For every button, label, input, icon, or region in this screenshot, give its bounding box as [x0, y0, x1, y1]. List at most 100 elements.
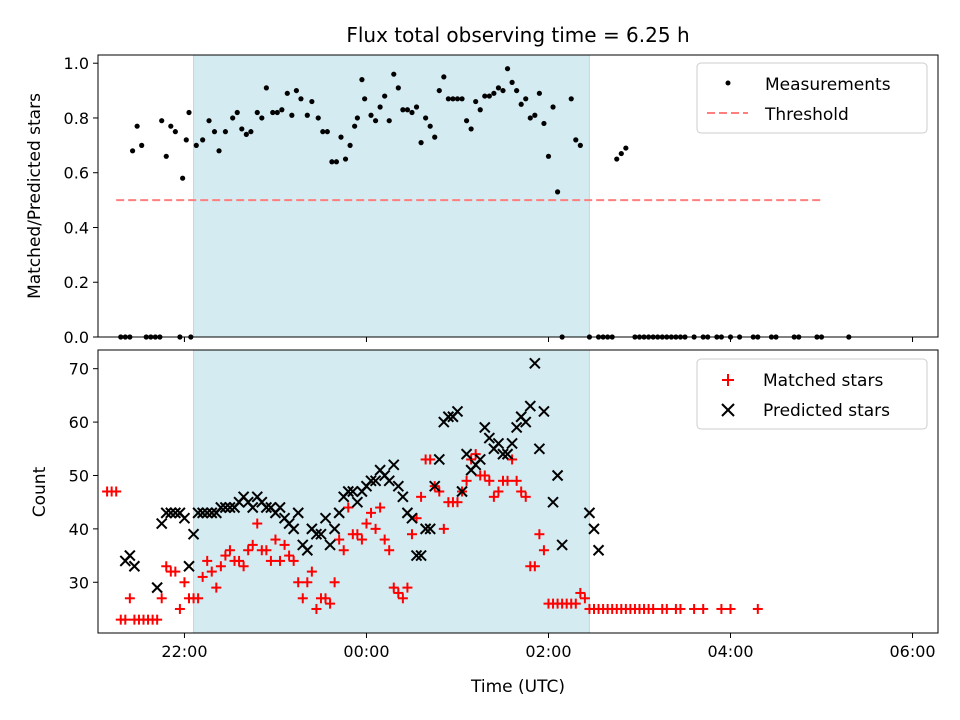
measurement-point — [577, 142, 583, 148]
measurement-point — [372, 118, 379, 124]
top-x-axis — [183, 337, 914, 342]
measurement-point — [263, 85, 269, 91]
y-tick-label: 0.6 — [64, 164, 89, 183]
matched-star-point — [461, 475, 472, 486]
measurement-point — [248, 129, 254, 135]
measurement-point — [377, 104, 383, 110]
matched-star-point — [675, 603, 686, 614]
measurement-point — [545, 153, 552, 159]
matched-star-point — [520, 491, 531, 502]
predicted-star-point — [419, 523, 432, 535]
x-axis-label: Time (UTC) — [470, 677, 565, 697]
matched-star-point — [343, 502, 354, 513]
y-tick-label: 1.0 — [64, 54, 89, 73]
measurement-point — [163, 153, 169, 159]
matched-star-point — [270, 534, 281, 545]
matched-star-point — [338, 545, 349, 556]
matched-star-point — [124, 593, 135, 604]
measurement-point — [623, 145, 629, 151]
predicted-star-point — [192, 507, 204, 519]
matched-star-point — [452, 497, 463, 508]
measurement-point — [259, 115, 265, 121]
measurements-legend-label: Measurements — [765, 75, 891, 95]
predicted-star-point — [483, 432, 496, 444]
matched-star-point — [152, 614, 163, 625]
predicted-star-point — [165, 507, 177, 519]
matched-star-point — [311, 603, 322, 614]
matched-star-point — [193, 593, 204, 604]
predicted-star-point — [538, 405, 550, 418]
matched-star-point — [288, 555, 299, 566]
predicted-stars-legend-marker — [721, 403, 735, 417]
predicted-star-point — [524, 400, 536, 412]
measurement-point — [134, 123, 140, 129]
measurement-point — [382, 93, 388, 99]
matched-star-point — [356, 534, 367, 545]
measurement-point — [518, 101, 524, 107]
predicted-star-point — [328, 523, 341, 535]
measurement-point — [527, 115, 533, 121]
measurement-point — [477, 107, 483, 113]
y-tick-label: 70 — [69, 360, 89, 379]
matched-star-point — [211, 582, 222, 593]
measurement-point — [532, 112, 538, 118]
x-tick-label: 02:00 — [525, 642, 571, 661]
y-tick-label: 40 — [69, 520, 89, 539]
measurement-point — [486, 93, 492, 99]
predicted-star-point — [196, 507, 209, 519]
measurement-point — [274, 109, 280, 116]
measurement-point — [468, 126, 474, 132]
measurement-point — [270, 109, 276, 116]
measurement-point — [400, 107, 406, 113]
predicted-star-point — [474, 453, 486, 466]
y-tick-label: 30 — [69, 573, 89, 592]
matched-star-point — [252, 518, 263, 529]
matched-star-point — [279, 539, 290, 550]
predicted-star-point — [588, 523, 600, 535]
matched-star-point — [406, 529, 417, 540]
predicted-star-point — [429, 480, 441, 492]
measurement-point — [541, 120, 547, 127]
x-tick-label: 04:00 — [707, 642, 753, 661]
matched-star-point — [302, 577, 313, 588]
measurement-point — [239, 126, 245, 132]
predicted-star-point — [247, 501, 259, 514]
measurement-point — [354, 115, 360, 121]
matched-star-point — [111, 486, 122, 497]
measurement-point — [315, 115, 321, 121]
matched-star-point — [698, 603, 709, 614]
measurement-point — [129, 148, 136, 154]
predicted-star-point — [551, 469, 564, 482]
measurement-point — [180, 175, 186, 181]
matched-star-point — [725, 603, 736, 614]
measurements-legend-marker — [725, 80, 731, 86]
measurement-point — [254, 109, 260, 116]
matched-star-point — [243, 545, 254, 556]
measurement-point — [368, 112, 374, 118]
matched-star-point — [275, 555, 286, 566]
matched-star-point — [511, 475, 522, 486]
top-legend: Measurements Threshold — [696, 62, 928, 134]
matched-star-point — [529, 561, 540, 572]
predicted-star-point — [260, 501, 273, 514]
matched-star-point — [488, 491, 499, 502]
predicted-star-point — [333, 507, 345, 519]
measurement-point — [320, 129, 326, 135]
matched-star-point — [538, 545, 549, 556]
predicted-star-point — [160, 507, 172, 519]
measurement-point — [495, 85, 502, 91]
predicted-star-point — [315, 528, 327, 540]
bottom-y-axis: 30 40 50 60 70 — [69, 360, 98, 592]
measurement-point — [230, 115, 236, 121]
measurement-point — [216, 148, 222, 154]
measurement-point — [304, 112, 310, 118]
measurement-point — [459, 96, 465, 102]
predicted-star-point — [592, 544, 605, 556]
matched-star-point — [534, 529, 545, 540]
matched-star-point — [352, 529, 363, 540]
predicted-star-point — [310, 528, 323, 540]
matched-star-point — [284, 550, 295, 561]
matched-star-point — [120, 614, 131, 625]
measurement-point — [504, 66, 511, 72]
